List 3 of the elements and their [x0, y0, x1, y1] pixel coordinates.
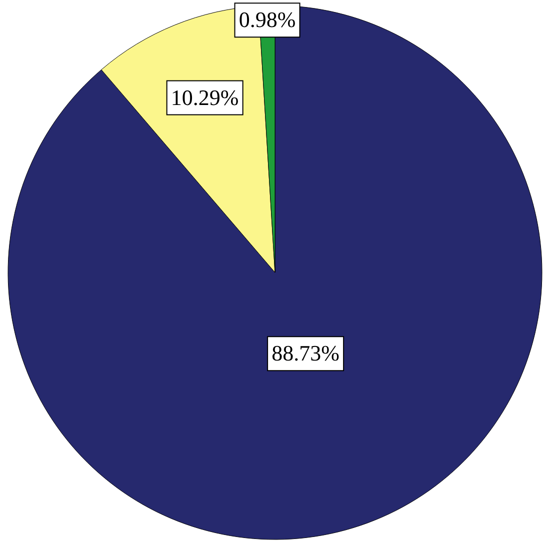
data-label: 10.29%	[170, 84, 239, 110]
data-label: 88.73%	[272, 340, 340, 366]
data-label: 0.98%	[238, 7, 296, 32]
